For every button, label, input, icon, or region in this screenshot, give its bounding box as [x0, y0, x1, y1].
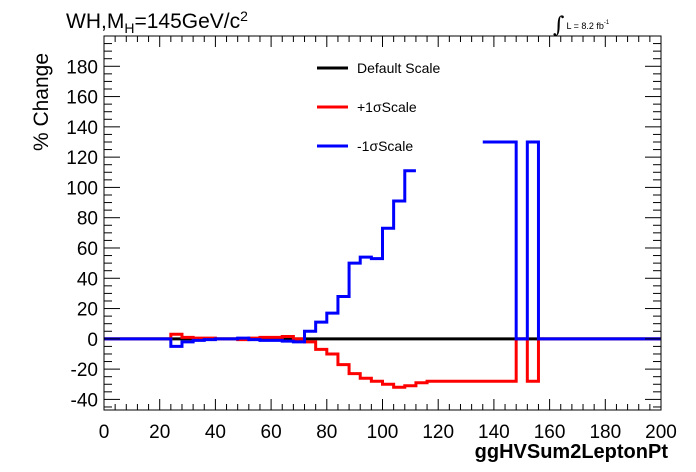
y-tick-label: -40 — [71, 390, 98, 411]
y-tick-label: 40 — [77, 269, 98, 290]
x-tick-label: 120 — [422, 422, 454, 443]
y-tick-label: 100 — [66, 178, 98, 199]
y-axis-label: % Change — [30, 52, 53, 152]
x-tick-label: 20 — [149, 422, 170, 443]
y-tick-label: 160 — [66, 88, 98, 109]
y-tick-label: 120 — [66, 148, 98, 169]
y-tick-label: 0 — [87, 330, 98, 351]
integral-symbol: ∫ — [553, 13, 565, 38]
y-tick-label: 80 — [77, 209, 98, 230]
x-tick-label: 0 — [99, 422, 110, 443]
y-tick-label: 140 — [66, 118, 98, 139]
series-line-1 — [104, 332, 661, 389]
y-tick-label: 180 — [66, 57, 98, 78]
x-tick-label: 180 — [589, 422, 621, 443]
legend-entry-label: -1σScale — [357, 138, 413, 154]
plot-frame — [103, 35, 662, 411]
x-tick-label: 160 — [534, 422, 566, 443]
x-tick-label: 140 — [478, 422, 510, 443]
legend-entry-label: Default Scale — [357, 60, 440, 76]
axes: 0 20 40 60 80 100 120 140 160 180 200 -40 -20 0 20 40 60… — [66, 35, 677, 443]
luminosity-label: ∫ L = 8.2 fb-1 — [553, 13, 610, 38]
x-axis-label: ggHVSum2LeptonPt — [474, 441, 668, 463]
y-tick-label: -20 — [71, 360, 98, 381]
legend-entry-label: +1σScale — [357, 99, 417, 115]
series-layer — [104, 140, 661, 389]
legend: Default Scale +1σScale -1σScale — [317, 60, 440, 154]
x-tick-label: 200 — [645, 422, 677, 443]
y-tick-label: 60 — [77, 239, 98, 260]
chart-title: WH,MH=145GeV/c2 — [66, 8, 248, 36]
y-tick-label: 20 — [77, 300, 98, 321]
series-line-2 — [104, 140, 661, 348]
x-tick-label: 40 — [205, 422, 226, 443]
x-tick-label: 100 — [367, 422, 399, 443]
x-tick-label: 60 — [261, 422, 282, 443]
x-tick-label: 80 — [316, 422, 337, 443]
